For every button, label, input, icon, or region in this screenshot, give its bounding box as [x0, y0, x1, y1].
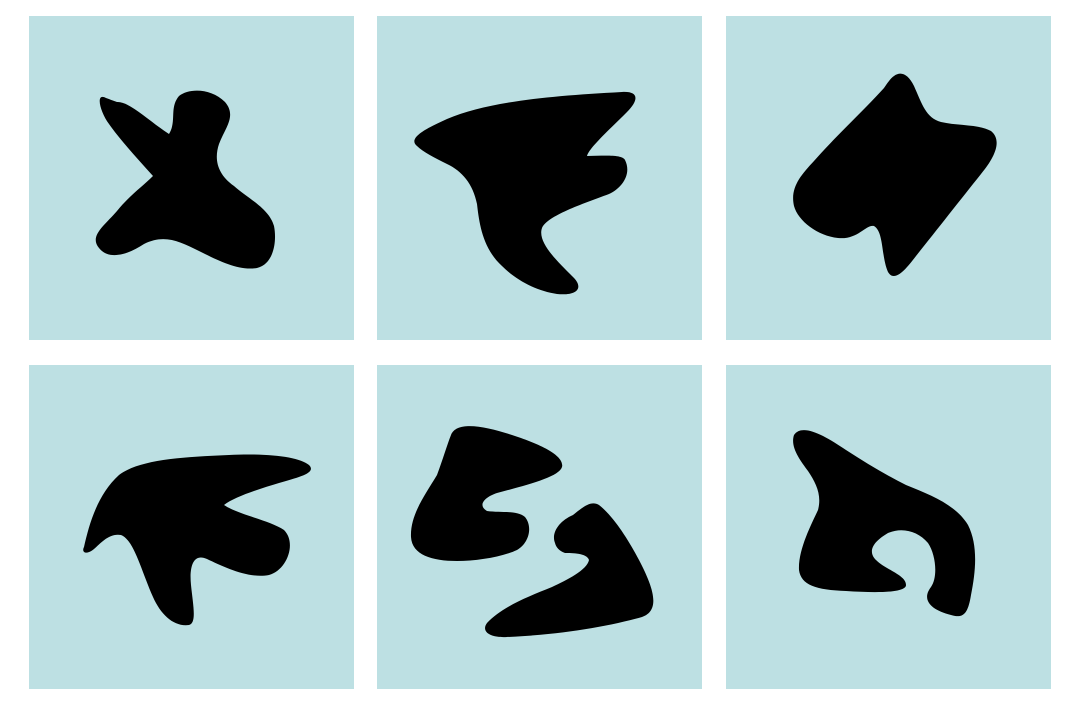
shape-panel-2[interactable]	[377, 16, 702, 340]
shape-panel-4[interactable]	[29, 365, 354, 689]
shape-canvas-1	[29, 16, 354, 340]
blob-shape-2	[414, 91, 636, 295]
shape-panel-6[interactable]	[726, 365, 1051, 689]
blob-shape-3	[793, 73, 997, 277]
shape-panel-1[interactable]	[29, 16, 354, 340]
shape-canvas-4	[29, 365, 354, 689]
blob-shape-4	[83, 454, 311, 626]
shape-canvas-5	[377, 365, 702, 689]
blob-shape-5	[410, 426, 654, 638]
shape-canvas-3	[726, 16, 1051, 340]
blob-shape-6	[793, 430, 976, 617]
blob-shape-1	[95, 90, 276, 269]
shape-panel-5[interactable]	[377, 365, 702, 689]
shape-canvas-2	[377, 16, 702, 340]
shape-panel-3[interactable]	[726, 16, 1051, 340]
shape-canvas-6	[726, 365, 1051, 689]
